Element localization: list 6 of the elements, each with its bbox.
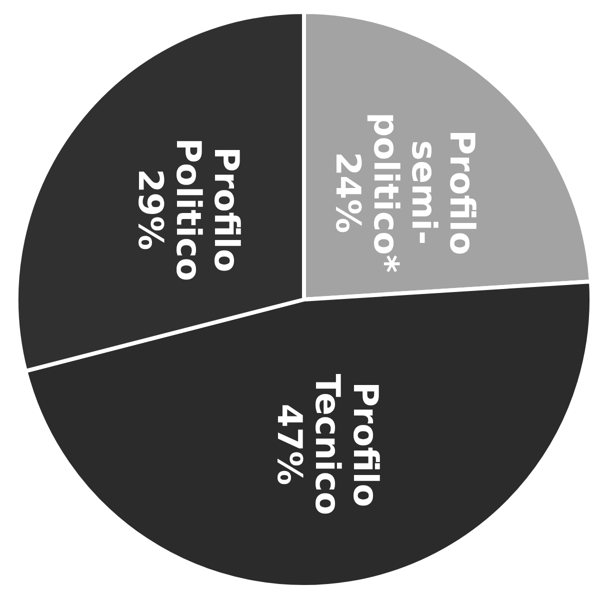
data-label: 47% — [268, 404, 309, 486]
data-label: 29% — [130, 168, 170, 250]
data-label: 24% — [327, 152, 368, 234]
slice-label: Profilo Tecnico — [306, 374, 385, 516]
slice-label: Profilo Politico — [168, 138, 246, 282]
slice-label: Profilo semi-politico* — [365, 112, 482, 273]
